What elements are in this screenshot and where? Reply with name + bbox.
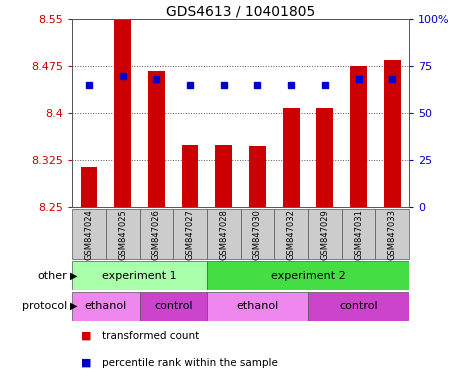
Bar	[350, 66, 367, 207]
Text: ▶: ▶	[70, 270, 77, 281]
Bar	[80, 167, 97, 207]
Text: percentile rank within the sample: percentile rank within the sample	[102, 358, 278, 368]
Bar	[384, 60, 401, 207]
Bar	[207, 261, 409, 290]
Bar	[148, 71, 165, 207]
Text: ▶: ▶	[70, 301, 77, 311]
Text: ethanol: ethanol	[236, 301, 279, 311]
Text: GSM847027: GSM847027	[186, 209, 194, 260]
Text: other: other	[38, 270, 67, 281]
Bar	[72, 209, 106, 259]
Text: ■: ■	[81, 331, 92, 341]
Text: GSM847024: GSM847024	[85, 209, 93, 260]
Text: experiment 2: experiment 2	[271, 270, 345, 281]
Bar	[173, 209, 207, 259]
Text: control: control	[339, 301, 378, 311]
Bar	[215, 145, 232, 207]
Text: ■: ■	[81, 358, 92, 368]
Bar	[207, 209, 241, 259]
Bar	[207, 292, 308, 321]
Text: protocol: protocol	[22, 301, 67, 311]
Text: GSM847031: GSM847031	[354, 209, 363, 260]
Bar	[140, 209, 173, 259]
Bar	[376, 209, 409, 259]
Text: ethanol: ethanol	[85, 301, 127, 311]
Bar	[283, 108, 299, 207]
Bar	[317, 108, 333, 207]
Text: GSM847033: GSM847033	[388, 209, 397, 260]
Bar	[72, 292, 140, 321]
Bar	[308, 292, 409, 321]
Text: GSM847029: GSM847029	[320, 209, 329, 260]
Bar	[241, 209, 274, 259]
Text: experiment 1: experiment 1	[102, 270, 177, 281]
Bar	[72, 261, 207, 290]
Text: GSM847030: GSM847030	[253, 209, 262, 260]
Text: GSM847028: GSM847028	[219, 209, 228, 260]
Text: GSM847032: GSM847032	[287, 209, 296, 260]
Text: control: control	[154, 301, 193, 311]
Bar	[274, 209, 308, 259]
Bar	[308, 209, 342, 259]
Bar	[342, 209, 376, 259]
Bar	[249, 146, 266, 207]
Bar	[140, 292, 207, 321]
Bar	[106, 209, 140, 259]
Title: GDS4613 / 10401805: GDS4613 / 10401805	[166, 4, 315, 18]
Bar	[114, 20, 131, 207]
Bar	[182, 145, 199, 207]
Text: GSM847026: GSM847026	[152, 209, 161, 260]
Text: GSM847025: GSM847025	[118, 209, 127, 260]
Text: transformed count: transformed count	[102, 331, 199, 341]
